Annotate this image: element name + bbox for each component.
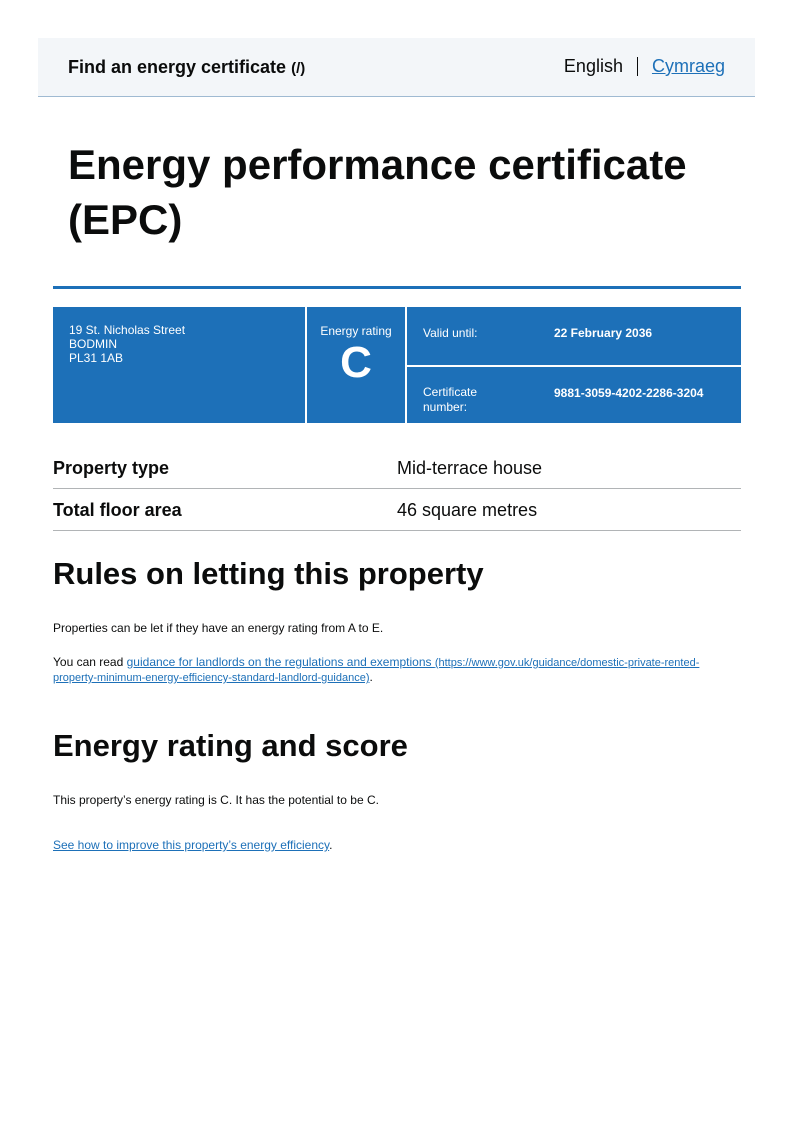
valid-until-label: Valid until: <box>423 326 478 340</box>
energy-rating-label: Energy rating <box>320 324 392 338</box>
lang-english: English <box>563 56 623 76</box>
valid-until-value: 22 February 2036 <box>554 326 653 340</box>
address-postcode: PL31 1AB <box>69 351 124 365</box>
summary-row: Total floor area 46 square metres <box>53 489 741 531</box>
rules-heading: Rules on letting this property <box>53 556 484 591</box>
lang-cymraeg-link[interactable]: Cymraeg <box>651 56 725 76</box>
epc-summary-panel: 19 St. Nicholas Street BODMIN PL31 1AB E… <box>53 307 741 423</box>
rules-paragraph: Properties can be let if they have an en… <box>53 621 384 635</box>
address-town: BODMIN <box>69 337 117 351</box>
summary-value: 46 square metres <box>397 500 538 520</box>
site-header: Find an energy certificate (/) English C… <box>38 38 755 97</box>
property-summary: Property type Mid-terrace house Total flo… <box>53 447 741 531</box>
score-paragraph: This property’s energy rating is C. It h… <box>53 793 379 807</box>
guidance-link-url: (https://www.gov.uk/guidance/domestic-pr… <box>53 657 700 684</box>
page-title: Energy performance certificate (EPC) <box>68 141 687 243</box>
energy-rating-letter: C <box>340 338 372 387</box>
summary-value: Mid-terrace house <box>397 458 543 478</box>
certificate-number: Certificate number: 9881-3059-4202-2286-… <box>407 367 741 423</box>
certificate-number-value: 9881-3059-4202-2286-3204 <box>554 386 704 400</box>
summary-row: Property type Mid-terrace house <box>53 447 741 489</box>
service-suffix: (/) <box>291 60 306 77</box>
service-name-link[interactable]: Find an energy certificate (/) <box>68 57 305 78</box>
service-name: Find an energy certificate <box>68 57 287 77</box>
guidance-link[interactable]: guidance for landlords on the regulation… <box>53 655 699 684</box>
certificate-number-label: Certificate number: <box>423 385 478 414</box>
improve-link[interactable]: See how to improve this property’s energ… <box>53 838 330 852</box>
summary-key: Property type <box>53 458 170 478</box>
guidance-suffix: . <box>369 670 373 684</box>
summary-key: Total floor area <box>53 500 182 520</box>
guidance-link-text: guidance for landlords on the regulation… <box>126 655 432 669</box>
title-divider <box>53 286 741 289</box>
guidance-paragraph: You can read guidance for landlords on t… <box>53 655 743 685</box>
valid-until: Valid until: 22 February 2036 <box>407 307 741 365</box>
score-heading: Energy rating and score <box>53 728 408 763</box>
divider <box>636 57 638 76</box>
energy-rating: Energy rating C <box>307 307 405 423</box>
language-switcher: English Cymraeg <box>564 56 725 77</box>
address: 19 St. Nicholas Street BODMIN PL31 1AB <box>53 307 305 423</box>
guidance-prefix: You can read <box>53 655 127 669</box>
address-line: 19 St. Nicholas Street <box>69 323 186 337</box>
improve-suffix: . <box>329 838 333 852</box>
improve-paragraph: See how to improve this property’s energ… <box>53 838 743 852</box>
